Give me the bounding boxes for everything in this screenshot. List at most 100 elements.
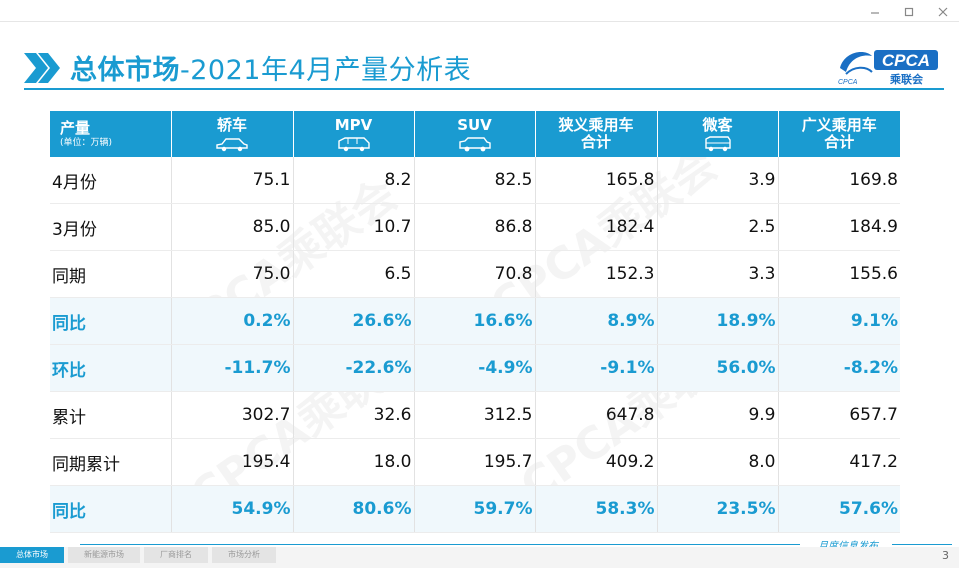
van-icon (704, 135, 731, 151)
table-cell: 6.5 (293, 250, 415, 298)
table-cell: 165.8 (535, 157, 658, 204)
header-cell-mpv: MPV (293, 111, 415, 157)
nav-item-market-analysis[interactable]: 市场分析 (212, 547, 276, 563)
table-cell: 155.6 (778, 250, 900, 298)
sedan-icon (216, 137, 248, 151)
table-cell: 657.7 (778, 391, 900, 439)
table-cell: 86.8 (414, 203, 536, 251)
table-cell: 195.7 (414, 438, 536, 486)
logo-brand-text: CPCA (882, 51, 930, 70)
row-label: 3月份 (50, 203, 172, 251)
header-cell-suv: SUV (414, 111, 536, 157)
nav-item-nev-market[interactable]: 新能源市场 (68, 547, 140, 563)
minimize-icon[interactable] (867, 4, 883, 20)
logo-cn-text: 乘联会 (889, 72, 924, 86)
chevron-double-icon (24, 52, 60, 83)
table-cell: 18.0 (293, 438, 415, 486)
header-cell-production: 产量 (单位：万辆) (50, 111, 172, 157)
table-cell: -8.2% (778, 344, 900, 392)
header-label: MPV (334, 115, 373, 134)
header-label: 狭义乘用车 (558, 116, 634, 134)
table-row: 同比 54.9% 80.6% 59.7% 58.3% 23.5% 57.6% (50, 485, 900, 533)
table-cell: 56.0% (657, 344, 779, 392)
header-label: SUV (457, 115, 492, 134)
table-cell: 3.9 (657, 157, 779, 204)
table-cell: -9.1% (535, 344, 658, 392)
table-cell: 85.0 (171, 203, 294, 251)
table-cell: 57.6% (778, 485, 900, 533)
title-block: 总体市场-2021年4月产量分析表 (22, 48, 471, 87)
table-cell: 75.1 (171, 157, 294, 204)
bottom-nav: 总体市场 新能源市场 厂商排名 市场分析 (0, 547, 276, 563)
table-cell: 26.6% (293, 297, 415, 345)
table-cell: 82.5 (414, 157, 536, 204)
table-cell: 169.8 (778, 157, 900, 204)
table-cell: 16.6% (414, 297, 536, 345)
mpv-icon (337, 136, 370, 151)
nav-item-manufacturer-ranking[interactable]: 厂商排名 (144, 547, 208, 563)
table-cell: 32.6 (293, 391, 415, 439)
table-cell: 184.9 (778, 203, 900, 251)
header-label: 广义乘用车 (801, 116, 877, 134)
header-label: 微客 (702, 115, 733, 134)
footer-text: 月度信息发布 (818, 537, 878, 552)
table-cell: 647.8 (535, 391, 658, 439)
row-label: 4月份 (50, 157, 172, 204)
table-cell: 54.9% (171, 485, 294, 533)
row-label: 同比 (50, 297, 172, 345)
table-cell: 8.9% (535, 297, 658, 345)
table-cell: 58.3% (535, 485, 658, 533)
page-number: 3 (942, 549, 949, 562)
table-cell: 9.9 (657, 391, 779, 439)
table-cell: 302.7 (171, 391, 294, 439)
footer-rule (892, 544, 952, 545)
header-label: 产量 (60, 118, 91, 137)
table-row: 同期累计 195.4 18.0 195.7 409.2 8.0 417.2 (50, 438, 900, 486)
table-cell: 182.4 (535, 203, 658, 251)
table-cell: 195.4 (171, 438, 294, 486)
header-cell-sedan: 轿车 (171, 111, 294, 157)
table-cell: 80.6% (293, 485, 415, 533)
page-title: 总体市场-2021年4月产量分析表 (70, 48, 471, 87)
table-row: 环比 -11.7% -22.6% -4.9% -9.1% 56.0% -8.2% (50, 344, 900, 392)
close-icon[interactable] (935, 4, 951, 20)
table-cell: -22.6% (293, 344, 415, 392)
table-cell: 9.1% (778, 297, 900, 345)
row-label: 累计 (50, 391, 172, 439)
suv-icon (458, 136, 491, 151)
table-cell: 23.5% (657, 485, 779, 533)
table-cell: -11.7% (171, 344, 294, 392)
title-underline (24, 88, 944, 90)
window-controls (867, 4, 951, 20)
table-cell: 75.0 (171, 250, 294, 298)
page-title-rest: -2021年4月产量分析表 (180, 55, 472, 86)
header-cell-narrow-total: 狭义乘用车 合计 (535, 111, 658, 157)
table-cell: 3.3 (657, 250, 779, 298)
table-cell: 18.9% (657, 297, 779, 345)
header-label-2: 合计 (824, 133, 855, 151)
row-label: 同比 (50, 485, 172, 533)
footer-rule (80, 544, 800, 545)
nav-item-overall-market[interactable]: 总体市场 (0, 547, 64, 563)
header-cell-minivan: 微客 (657, 111, 779, 157)
table-cell: 8.2 (293, 157, 415, 204)
table-cell: 59.7% (414, 485, 536, 533)
table-cell: 0.2% (171, 297, 294, 345)
table-cell: 10.7 (293, 203, 415, 251)
header-unit: (单位：万辆) (60, 137, 113, 148)
table-cell: 70.8 (414, 250, 536, 298)
table-row: 累计 302.7 32.6 312.5 647.8 9.9 657.7 (50, 391, 900, 439)
cpca-logo: CPCA CPCA 乘联会 (836, 44, 940, 86)
maximize-icon[interactable] (901, 4, 917, 20)
table-row: 同比 0.2% 26.6% 16.6% 8.9% 18.9% 9.1% (50, 297, 900, 345)
table-cell: 152.3 (535, 250, 658, 298)
row-label: 同期累计 (50, 438, 172, 486)
production-table: 产量 (单位：万辆) 轿车 MPV SUV (50, 111, 900, 533)
table-row: 3月份 85.0 10.7 86.8 182.4 2.5 184.9 (50, 203, 900, 251)
table-cell: -4.9% (414, 344, 536, 392)
header-cell-broad-total: 广义乘用车 合计 (778, 111, 900, 157)
row-label: 同期 (50, 250, 172, 298)
table-cell: 312.5 (414, 391, 536, 439)
row-label: 环比 (50, 344, 172, 392)
table-cell: 409.2 (535, 438, 658, 486)
